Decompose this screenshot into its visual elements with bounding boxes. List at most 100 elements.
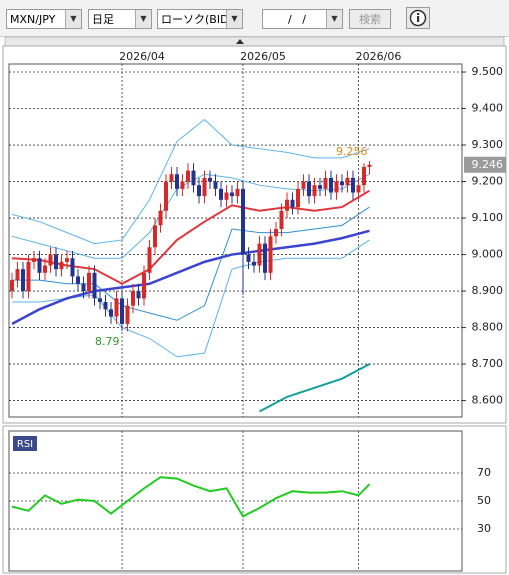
- indicator-title: RSI: [17, 439, 33, 450]
- x-tick-label: 2026/06: [356, 50, 402, 63]
- plot-frame: [8, 63, 463, 418]
- y-tick-label: 8.800: [472, 321, 504, 334]
- candle-body: [136, 291, 141, 299]
- dropdown-arrow: ▼: [65, 10, 81, 28]
- candle-body: [59, 261, 64, 270]
- indicator-line: [11, 229, 370, 326]
- candle-body: [208, 177, 212, 182]
- candle-body: [21, 269, 25, 292]
- candle-body: [219, 188, 223, 200]
- candle-body: [296, 188, 300, 208]
- y-tick-label: 30: [477, 522, 491, 535]
- info-button[interactable]: [406, 7, 430, 29]
- toolbar: MXN/JPY ▼ 日足 ▼ ローソク(BID) ▼ / / ▼ 検索: [0, 0, 509, 37]
- candle-body: [246, 254, 251, 262]
- dropdown-arrow: ▼: [326, 10, 342, 28]
- candle-body: [43, 265, 47, 273]
- candle-body: [76, 276, 80, 284]
- candle-body: [32, 258, 36, 262]
- candle-body: [131, 291, 135, 306]
- candle-body: [367, 164, 372, 167]
- chart-kind: ローソク(BID): [161, 13, 233, 26]
- y-tick-label: 9.100: [472, 211, 504, 224]
- current-price: 9.246: [472, 158, 504, 171]
- y-tick-label: 9.500: [472, 65, 504, 78]
- dropdown-arrow: ▼: [135, 10, 151, 28]
- pair: MXN/JPY: [10, 13, 56, 26]
- candle-body: [92, 272, 97, 299]
- y-tick-label: 8.600: [472, 394, 504, 407]
- y-tick-label: 70: [477, 466, 491, 479]
- indicator-line: [12, 206, 370, 321]
- search-button[interactable]: 検索: [349, 9, 391, 29]
- candle-body: [147, 247, 152, 273]
- candle-body: [235, 188, 240, 197]
- candle-body: [186, 170, 190, 182]
- price-box: [464, 156, 506, 173]
- candle-body: [307, 181, 311, 197]
- candle-body: [164, 181, 168, 211]
- candle-body: [54, 254, 58, 270]
- candle-body: [169, 174, 174, 182]
- candle-body: [191, 170, 196, 186]
- candle-body: [252, 261, 256, 266]
- candle-body: [285, 199, 289, 211]
- candle-body: [257, 243, 262, 266]
- candle-body: [323, 177, 328, 189]
- candle-body: [180, 181, 185, 189]
- period: 日足: [92, 13, 114, 26]
- candle-body: [120, 298, 124, 324]
- indicator-tag: [13, 436, 37, 451]
- candle-body: [362, 166, 366, 186]
- y-tick-label: 8.900: [472, 284, 504, 297]
- candle-body: [15, 269, 20, 281]
- candle-body: [318, 185, 322, 189]
- rsi-line: [11, 476, 371, 518]
- date-input[interactable]: / / ▼: [262, 9, 343, 29]
- candle-body: [153, 225, 157, 248]
- candle-body: [301, 181, 306, 189]
- y-tick-label: 50: [477, 494, 491, 507]
- candle-body: [274, 229, 278, 237]
- dropdown-arrow: ▼: [226, 10, 242, 28]
- candle-body: [224, 192, 229, 200]
- y-tick-label: 9.400: [472, 102, 504, 115]
- candle-body: [142, 272, 146, 299]
- indicator-line: [11, 118, 370, 245]
- chart-kind-select[interactable]: ローソク(BID) ▼: [157, 9, 243, 29]
- pair-select[interactable]: MXN/JPY ▼: [6, 9, 82, 29]
- splitter[interactable]: [4, 36, 505, 47]
- candle-body: [70, 258, 75, 277]
- candle-body: [345, 177, 350, 186]
- candle-body: [26, 261, 31, 292]
- candle-body: [37, 258, 42, 273]
- candle-body: [202, 177, 207, 197]
- x-tick-label: 2026/05: [240, 50, 286, 63]
- candle-body: [81, 283, 86, 292]
- candle-body: [351, 177, 355, 193]
- candle-body: [268, 236, 273, 273]
- date-field: / /: [288, 13, 306, 26]
- candle-body: [329, 177, 333, 193]
- candle-body: [48, 254, 53, 266]
- period-select[interactable]: 日足 ▼: [88, 9, 152, 29]
- candle-body: [230, 192, 234, 197]
- y-tick-label: 9.200: [472, 175, 504, 188]
- candle-body: [98, 298, 102, 303]
- y-tick-label: 8.700: [472, 357, 504, 370]
- candle-body: [197, 185, 201, 197]
- max-label: 9.256: [336, 145, 368, 158]
- candle-body: [65, 258, 69, 262]
- candle-body: [103, 302, 108, 310]
- candle-body: [279, 210, 284, 230]
- candle-body: [114, 298, 119, 317]
- candle-body: [340, 181, 344, 186]
- candle-body: [175, 174, 179, 189]
- y-tick-label: 9.300: [472, 138, 504, 151]
- collapse-arrow: [236, 39, 244, 44]
- candle-body: [158, 210, 163, 226]
- candle-body: [356, 185, 361, 193]
- candle-body: [87, 272, 91, 292]
